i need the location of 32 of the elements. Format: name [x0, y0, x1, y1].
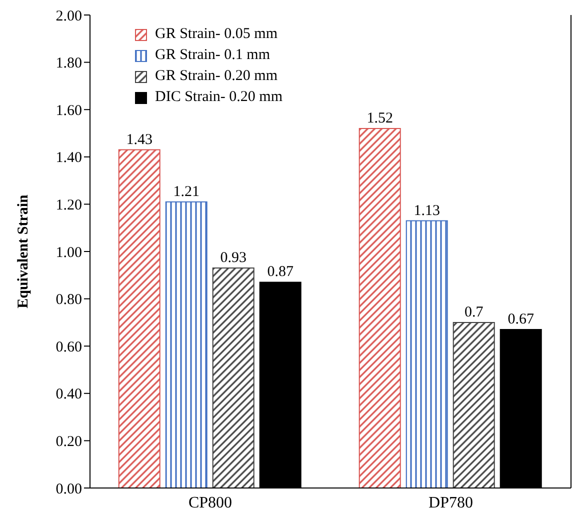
- y-tick-label: 2.00: [56, 8, 82, 24]
- y-tick-label: 1.40: [56, 150, 82, 166]
- y-tick-label: 0.00: [56, 481, 82, 498]
- data-label: 1.21: [173, 184, 200, 200]
- y-tick-label: 0.20: [56, 434, 82, 450]
- legend-label: DIC Strain- 0.20 mm: [155, 89, 282, 106]
- data-label: 1.43: [126, 132, 152, 148]
- y-tick-label: 1.00: [56, 244, 82, 261]
- bar: [165, 201, 208, 488]
- y-tick-label: 1.20: [56, 198, 82, 214]
- y-tick-label: 0.80: [56, 292, 82, 308]
- bar: [212, 268, 254, 488]
- y-axis-title: Equivalent Strain: [15, 194, 32, 308]
- data-label: 0.87: [267, 264, 294, 280]
- x-tick-label: CP800: [188, 494, 232, 512]
- data-label: 0.7: [464, 304, 484, 320]
- data-label: 0.93: [220, 250, 246, 266]
- data-label: 1.13: [414, 202, 440, 219]
- legend-label: GR Strain- 0.1 mm: [155, 47, 270, 64]
- y-tick-label: 1.80: [56, 56, 82, 72]
- bar: [118, 149, 160, 488]
- x-tick-label: DP780: [428, 494, 473, 512]
- y-tick-label: 1.60: [56, 102, 82, 119]
- legend-label: GR Strain- 0.05 mm: [155, 26, 278, 43]
- y-tick-label: 0.60: [56, 339, 82, 356]
- bar: [406, 220, 448, 488]
- data-label: 0.67: [508, 312, 534, 328]
- y-tick-label: 0.40: [56, 386, 82, 403]
- bar: [452, 322, 495, 488]
- legend-label: GR Strain- 0.20 mm: [155, 68, 278, 85]
- bar: [358, 128, 401, 488]
- data-label: 1.52: [366, 110, 393, 127]
